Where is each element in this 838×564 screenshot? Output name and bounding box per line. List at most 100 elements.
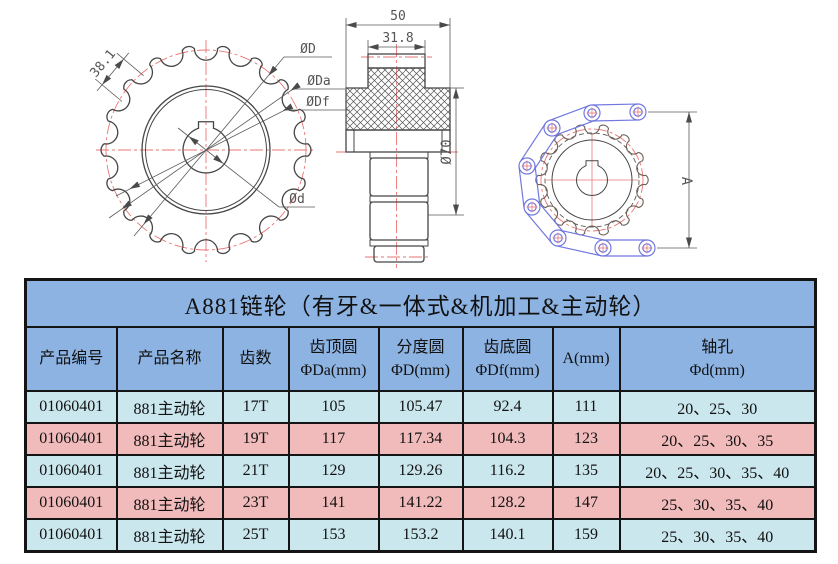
column-header-pitch-dia: 分度圆 ΦD(mm) — [377, 326, 464, 392]
table-cell: 23T — [221, 486, 290, 520]
column-header-code: 产品编号 — [24, 326, 118, 392]
table-cell: 25、30、35、40 — [618, 486, 817, 520]
ext-line — [94, 78, 123, 102]
chain-link-plate — [533, 132, 560, 171]
dimension-arrow — [686, 237, 692, 248]
dimension-arrow — [439, 22, 450, 28]
dimension-arrow — [346, 22, 357, 28]
column-header-a: A(mm) — [551, 326, 621, 392]
spec-table-body: 01060401 881主动轮 17T 105 105.47 92.4 111 20、25、3… — [24, 390, 817, 553]
dimension-arrow — [102, 74, 112, 85]
table-cell: 01060401 — [24, 454, 118, 488]
table-cell: 20、25、30 — [618, 390, 817, 424]
dimension-arrow — [453, 204, 459, 215]
table-cell: 881主动轮 — [115, 390, 224, 424]
spec-table: A881链轮（有牙&一体式&机加工&主动轮） 产品编号 产品名称 齿数 齿顶圆 … — [24, 278, 818, 553]
table-cell: 153 — [287, 518, 380, 553]
table-cell: 159 — [551, 518, 621, 553]
dimension-arrow — [143, 214, 153, 225]
root-circle — [544, 132, 640, 228]
table-cell: 20、25、30、35 — [618, 422, 817, 456]
chain-roller — [638, 239, 656, 257]
table-cell: 135 — [551, 454, 621, 488]
dim-label-d: Ød — [289, 192, 305, 207]
table-row: 01060401 881主动轮 23T 141 141.22 128.2 147 25、30、… — [24, 486, 817, 520]
table-cell: 01060401 — [24, 486, 118, 520]
chain-link-plate — [518, 166, 525, 209]
dimension-arrow — [121, 200, 132, 210]
section-view-drawing: 50 31.8 Ø70 — [336, 9, 464, 268]
bore-with-keyway — [182, 121, 230, 174]
pitch-circle — [540, 128, 644, 232]
chain-link-plate — [592, 119, 639, 122]
table-cell: 17T — [221, 390, 290, 424]
column-header-root-dia: 齿底圆 ΦDf(mm) — [461, 326, 554, 392]
teeth-side — [369, 157, 429, 197]
chain-link-plate — [525, 211, 553, 244]
teeth-side — [369, 239, 429, 247]
dim-line-d — [177, 127, 315, 208]
table-cell: 111 — [551, 390, 621, 424]
table-row: 01060401 881主动轮 19T 117 117.34 104.3 123 20、25、… — [24, 422, 817, 456]
dim-label-50: 50 — [390, 9, 406, 24]
chain-link-plate — [548, 104, 590, 122]
table-cell: 141 — [287, 486, 380, 520]
table-cell: 105.47 — [377, 390, 464, 424]
table-cell: 140.1 — [461, 518, 554, 553]
table-cell: 21T — [221, 454, 290, 488]
dim-label-Df: ØDf — [306, 95, 329, 110]
dimension-arrow — [686, 112, 692, 123]
dim-label-31-8: 31.8 — [382, 31, 413, 46]
bore-with-keyway — [576, 160, 608, 196]
table-header-row: 产品编号 产品名称 齿数 齿顶圆 ΦDa(mm) 分度圆 ΦD(mm) 齿底圆 … — [24, 326, 817, 392]
chain-link-plate — [519, 123, 546, 162]
chain-link-plate — [554, 119, 596, 137]
table-cell: 881主动轮 — [115, 454, 224, 488]
dimension-arrow — [368, 44, 379, 50]
table-cell: 141.22 — [377, 486, 464, 520]
teeth-side — [369, 195, 429, 203]
chain-link-plate — [559, 229, 605, 241]
sprocket-teeth-profile — [535, 124, 649, 236]
technical-drawings: 38.1 ØD ØDa ØDf Ød 50 — [88, 9, 697, 268]
table-cell: 129.26 — [377, 454, 464, 488]
table-cell: 129 — [287, 454, 380, 488]
table-cell: 128.2 — [461, 486, 554, 520]
dimension-arrow — [290, 82, 301, 91]
dim-label-pitch: 38.1 — [88, 47, 120, 81]
table-cell: 147 — [551, 486, 621, 520]
hub-circle — [551, 139, 633, 221]
front-view-drawing: 38.1 ØD ØDa ØDf Ød — [88, 40, 350, 262]
teeth-side — [373, 245, 425, 263]
dimension-arrow — [414, 44, 425, 50]
chain-link-plate — [591, 103, 638, 106]
table-cell: 123 — [551, 422, 621, 456]
table-title-row: A881链轮（有牙&一体式&机加工&主动轮） — [24, 278, 817, 328]
column-header-tip-dia: 齿顶圆 ΦDa(mm) — [287, 326, 380, 392]
table-cell: 881主动轮 — [115, 486, 224, 520]
table-cell: 01060401 — [24, 518, 118, 553]
teeth-side — [369, 151, 429, 159]
table-cell: 105 — [287, 390, 380, 424]
chain-roller — [629, 103, 647, 121]
chain-roller — [523, 198, 541, 216]
chain-link-plate — [534, 164, 541, 207]
column-header-name: 产品名称 — [115, 326, 224, 392]
table-cell: 20、25、30、35、40 — [618, 454, 817, 488]
chain-roller — [543, 119, 561, 137]
dimension-arrow — [114, 59, 124, 69]
rim-circle-outer — [141, 85, 271, 215]
chain-roller — [518, 157, 536, 175]
table-cell: 104.3 — [461, 422, 554, 456]
chain-roller — [594, 239, 612, 257]
table-cell: 117.34 — [377, 422, 464, 456]
dimension-arrow — [453, 88, 459, 99]
table-title: A881链轮（有牙&一体式&机加工&主动轮） — [24, 278, 817, 328]
table-row: 01060401 881主动轮 25T 153 153.2 140.1 159 25、30、3… — [24, 518, 817, 553]
chain-link-plate — [537, 201, 565, 234]
chain-roller — [549, 229, 567, 247]
table-cell: 01060401 — [24, 390, 118, 424]
chain-link-plate — [556, 245, 602, 257]
table-cell: 01060401 — [24, 422, 118, 456]
table-cell: 25T — [221, 518, 290, 553]
